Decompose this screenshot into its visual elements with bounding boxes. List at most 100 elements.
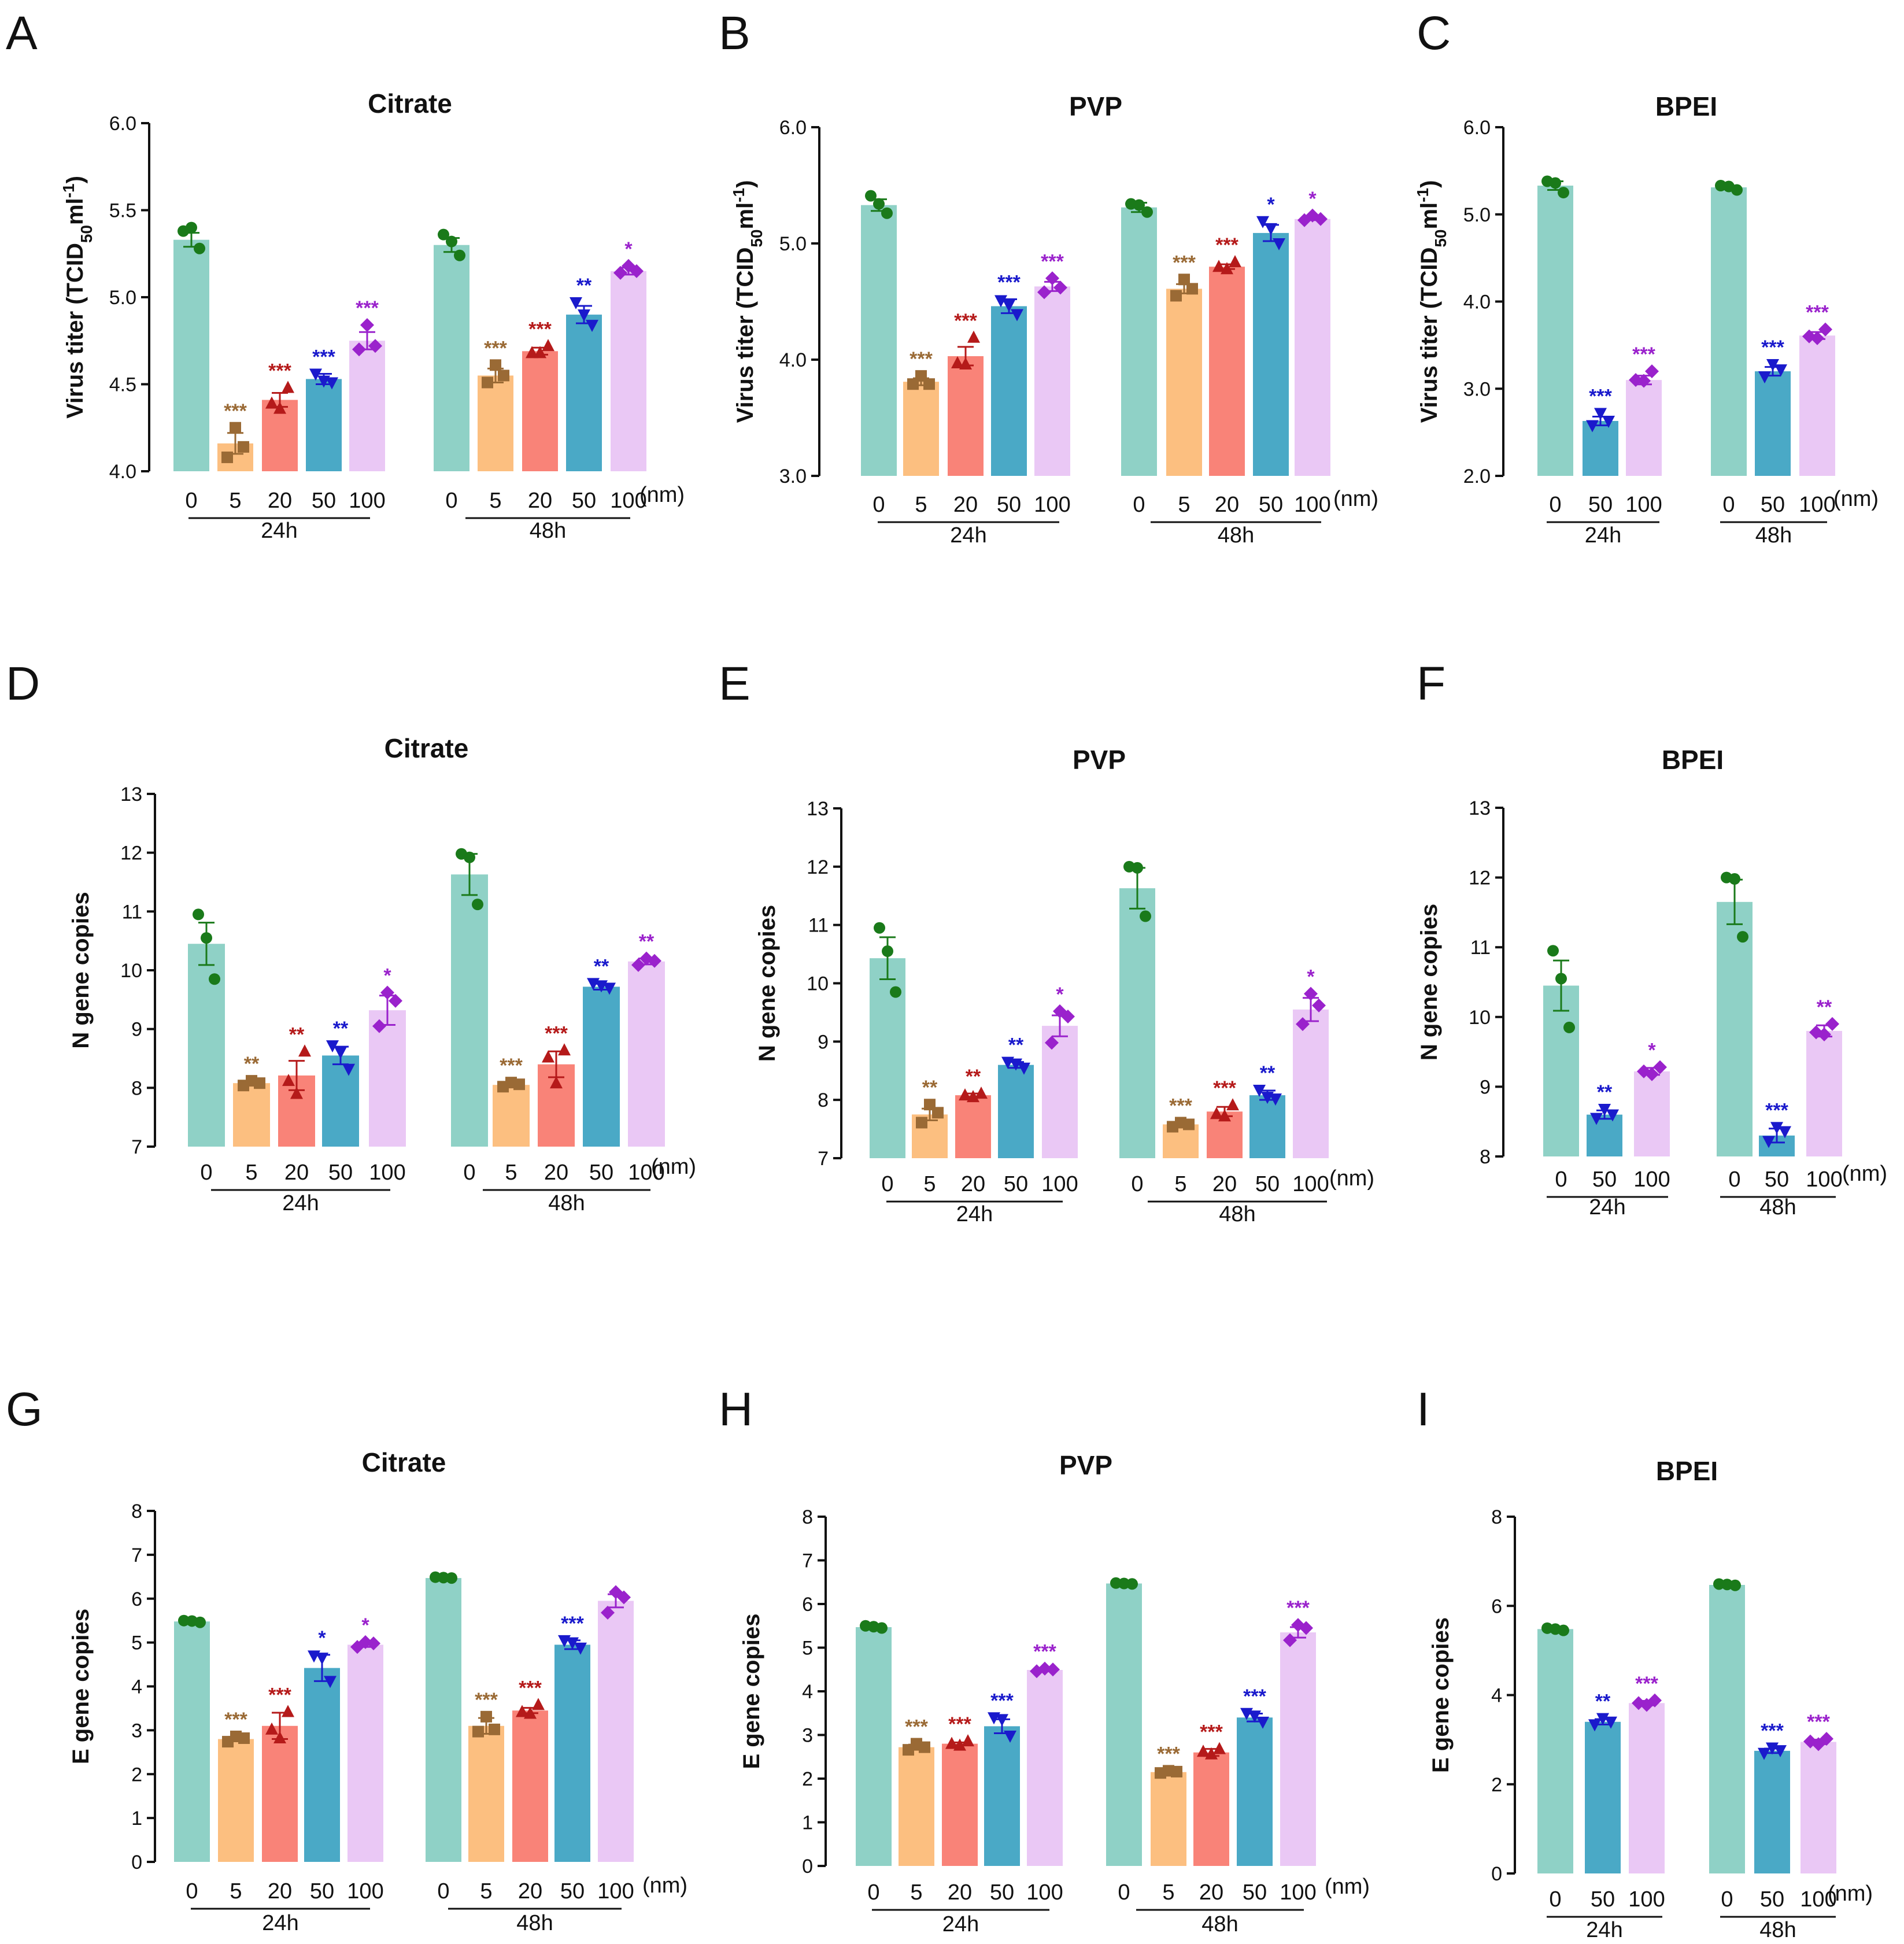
group-label: 24h [261,519,297,543]
x-tick-label: 5 [1162,1880,1174,1905]
significance-label: ** [289,1023,305,1045]
bar [1634,1071,1670,1156]
x-tick-label: 50 [312,489,336,513]
y-tick-label: 7 [131,1544,142,1566]
data-point [265,1722,278,1735]
y-axis-label-sub: 50 [1432,230,1450,247]
data-point [298,1044,311,1057]
y-tick-label: 6 [1491,1595,1502,1617]
x-tick-label: 50 [572,489,596,513]
significance-label: * [1056,984,1064,1006]
significance-label: *** [312,346,335,368]
x-tick-label: 0 [867,1880,879,1905]
x-tick-label: 20 [268,1879,292,1904]
data-point [1818,322,1832,337]
data-point [372,1019,386,1033]
bar [598,1601,634,1862]
unit-label: (nm) [1842,1162,1887,1186]
x-tick-label: 0 [185,489,197,513]
x-tick-label: 100 [347,1879,383,1904]
data-point [490,359,501,371]
x-tick-label: 20 [1215,493,1239,517]
x-tick-label: 100 [1292,1172,1329,1196]
bar [1585,1721,1621,1873]
y-axis-label: E gene copies [68,1609,94,1764]
data-point [1811,1737,1825,1751]
x-tick-label: 20 [268,489,292,513]
significance-label: *** [224,400,247,422]
bar [1106,1583,1142,1866]
y-tick-label: 4.0 [779,349,807,371]
bar [1583,421,1618,476]
data-point [1563,1021,1575,1033]
y-tick-label: 1 [131,1808,142,1830]
data-point [230,422,241,434]
group-label: 24h [1589,1195,1625,1219]
bar [262,1725,298,1862]
y-axis-label-sup: -1 [730,188,748,202]
x-tick-label: 5 [1174,1172,1186,1196]
data-point [1221,262,1233,275]
group-label: 48h [1759,1918,1796,1942]
data-point [876,1622,888,1634]
y-tick-label: 5.5 [109,200,136,222]
data-point [482,376,493,389]
data-point [874,922,885,934]
x-tick-label: 0 [1728,1167,1740,1192]
data-point [282,380,294,393]
data-point [238,441,249,453]
y-tick-label: 8 [131,1077,142,1099]
data-point [334,1047,347,1059]
significance-label: *** [1806,302,1829,324]
y-tick-label: 4.0 [109,461,136,483]
bar [1293,1009,1329,1158]
y-tick-label: 13 [807,798,829,820]
x-tick-label: 20 [948,1880,972,1905]
data-point [1629,373,1643,387]
significance-label: ** [966,1066,981,1088]
significance-label: *** [268,1684,291,1706]
significance-label: *** [1157,1743,1180,1765]
significance-label: *** [1243,1686,1266,1708]
data-point [1265,223,1277,235]
bar [1717,901,1753,1156]
data-point [1731,184,1743,196]
x-tick-label: 50 [560,1879,585,1904]
x-tick-label: 20 [544,1161,568,1185]
bar [1119,888,1155,1158]
y-axis-label-part: ) [1417,180,1442,188]
data-point [282,1074,295,1086]
bar [1121,207,1157,476]
data-point [1167,1121,1178,1133]
x-tick-label: 5 [489,489,501,513]
data-point [273,401,286,414]
bar [942,1743,978,1866]
panel-letter: C [1417,7,1451,60]
group-label: 48h [1218,523,1254,548]
bar [1755,371,1791,476]
bar [1799,335,1835,476]
bar [1280,1632,1316,1866]
bar [1629,1703,1665,1873]
significance-label: * [361,1614,369,1636]
data-point [1155,1767,1166,1779]
data-point [389,993,402,1008]
data-point [1186,283,1198,295]
data-point [1588,1719,1601,1732]
significance-label: *** [905,1716,928,1738]
unit-label: (nm) [1329,1166,1374,1191]
y-axis-label-part: Virus titer (TCID [62,243,88,419]
bar [611,271,646,471]
x-tick-label: 50 [990,1880,1014,1905]
bar [1801,1742,1836,1873]
bar [948,356,984,476]
panel-letter: D [6,657,40,710]
bar [349,341,385,471]
x-tick-label: 100 [1799,493,1835,517]
panel-letter: H [719,1383,753,1436]
bar [1537,186,1573,476]
panel-letter: I [1417,1383,1430,1436]
bar [984,1726,1020,1866]
x-tick-label: 0 [437,1879,449,1904]
